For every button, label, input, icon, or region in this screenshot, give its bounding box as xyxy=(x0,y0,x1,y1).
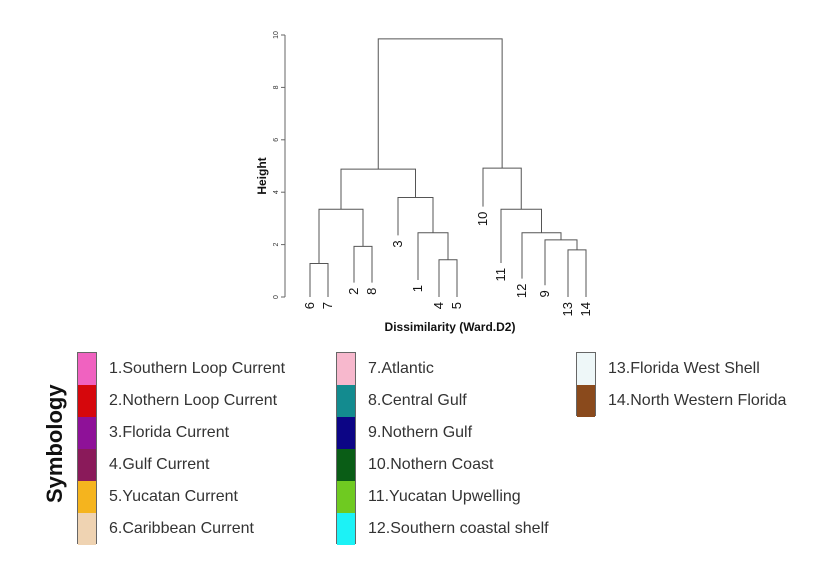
x-axis-title: Dissimilarity (Ward.D2) xyxy=(385,320,516,334)
y-axis-title: Height xyxy=(255,157,269,194)
leaf-label: 3 xyxy=(390,240,405,247)
leaf-label: 8 xyxy=(364,288,379,295)
dendrogram-links xyxy=(309,38,587,297)
leaf-label: 14 xyxy=(578,302,593,316)
dendrogram-link xyxy=(544,239,578,286)
leaf-label: 12 xyxy=(514,284,529,298)
leaf-label: 11 xyxy=(493,268,508,282)
legend-label: 3.Florida Current xyxy=(109,424,230,441)
leaf-label: 7 xyxy=(320,302,335,309)
dendrogram-link xyxy=(309,262,329,297)
legend-swatch xyxy=(337,513,355,545)
legend-color-bar xyxy=(576,352,596,417)
legend-label: 1.Southern Loop Current xyxy=(109,360,286,377)
leaf-label: 6 xyxy=(302,302,317,309)
dendrogram-link xyxy=(567,249,587,297)
leaf-label: 2 xyxy=(346,288,361,295)
dendrogram-link xyxy=(318,208,364,264)
dendrogram-link xyxy=(377,38,503,170)
legend-label: 4.Gulf Current xyxy=(109,456,210,473)
legend-swatch xyxy=(78,449,96,481)
dendrogram-link xyxy=(482,167,522,210)
leaf-label: 9 xyxy=(537,290,552,297)
leaf-label: 1 xyxy=(410,285,425,292)
legend-label: 12.Southern coastal shelf xyxy=(368,520,549,537)
legend-color-bar xyxy=(77,352,97,545)
legend-swatch xyxy=(577,385,595,417)
legend-swatch xyxy=(78,353,96,385)
legend-label: 8.Central Gulf xyxy=(368,392,467,409)
legend-swatch xyxy=(337,417,355,449)
legend-swatch xyxy=(78,481,96,513)
legend-label: 7.Atlantic xyxy=(368,360,434,377)
legend-label: 14.North Western Florida xyxy=(608,392,787,409)
legend-swatch xyxy=(337,353,355,385)
y-tick-label: 2 xyxy=(273,243,280,247)
dendrogram-link xyxy=(417,232,449,280)
legend-swatch xyxy=(337,385,355,417)
legend-color-bar xyxy=(336,352,356,545)
dendrogram-link xyxy=(397,196,434,236)
legend-swatch xyxy=(78,513,96,545)
leaf-label: 10 xyxy=(475,212,490,226)
dendrogram-link xyxy=(353,245,373,283)
legend-label: 5.Yucatan Current xyxy=(109,488,238,505)
legend-label: 10.Nothern Coast xyxy=(368,456,494,473)
y-tick-label: 0 xyxy=(273,295,280,299)
legend-label: 6.Caribbean Current xyxy=(109,520,254,537)
leaf-label: 5 xyxy=(449,302,464,309)
legend-label: 13.Florida West Shell xyxy=(608,360,760,377)
y-axis: 0 2 4 6 8 10 xyxy=(273,31,286,299)
y-tick-label: 4 xyxy=(273,190,280,194)
dendrogram-link xyxy=(340,168,416,210)
y-tick-label: 10 xyxy=(273,31,280,39)
dendrogram-link xyxy=(500,208,542,263)
legend-label: 9.Nothern Gulf xyxy=(368,424,473,441)
symbology-title: Symbology xyxy=(42,384,67,503)
legend-swatch xyxy=(78,417,96,449)
legend-swatch xyxy=(337,481,355,513)
leaf-label: 13 xyxy=(560,302,575,316)
legend-swatch xyxy=(78,385,96,417)
leaf-label: 4 xyxy=(431,302,446,309)
legend-label: 11.Yucatan Upwelling xyxy=(368,488,521,505)
legend-swatch xyxy=(337,449,355,481)
dendrogram-link xyxy=(438,259,458,297)
legend-swatch xyxy=(577,353,595,385)
legend-label: 2.Nothern Loop Current xyxy=(109,392,278,409)
y-tick-label: 8 xyxy=(273,85,280,89)
y-tick-label: 6 xyxy=(273,138,280,142)
